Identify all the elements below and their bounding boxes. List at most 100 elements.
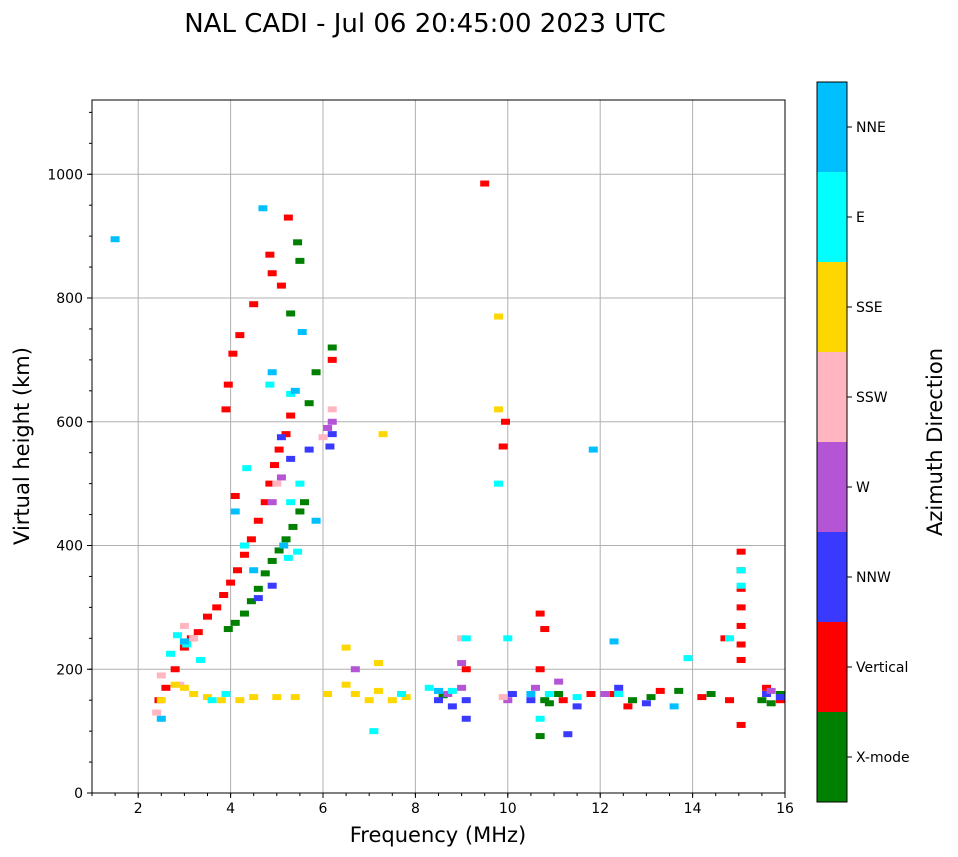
data-point bbox=[725, 635, 735, 642]
data-point bbox=[288, 523, 298, 530]
data-point bbox=[775, 694, 785, 701]
data-point bbox=[265, 251, 275, 258]
data-point bbox=[461, 697, 471, 704]
data-point bbox=[683, 655, 693, 662]
colorbar-tick-label: NNE bbox=[856, 120, 886, 136]
data-point bbox=[762, 691, 772, 697]
data-point bbox=[535, 610, 545, 617]
data-point bbox=[172, 632, 182, 639]
data-point bbox=[276, 434, 286, 441]
colorbar-segment bbox=[817, 172, 847, 262]
y-tick-label: 200 bbox=[56, 662, 83, 678]
data-point bbox=[293, 548, 303, 555]
data-point bbox=[156, 715, 166, 722]
y-tick-label: 400 bbox=[56, 539, 83, 555]
data-point bbox=[775, 697, 785, 704]
data-point bbox=[297, 329, 307, 336]
data-point bbox=[588, 446, 598, 453]
data-point bbox=[350, 691, 360, 697]
data-point bbox=[253, 595, 263, 602]
data-point bbox=[189, 635, 199, 642]
data-point bbox=[283, 554, 293, 561]
data-point bbox=[267, 557, 277, 564]
data-point bbox=[736, 604, 746, 611]
data-point bbox=[272, 694, 282, 701]
data-point bbox=[401, 694, 411, 701]
colorbar-segment bbox=[817, 622, 847, 712]
data-point bbox=[736, 582, 746, 589]
data-point bbox=[304, 400, 314, 407]
data-point bbox=[233, 567, 243, 574]
data-point bbox=[586, 691, 596, 697]
data-point bbox=[327, 418, 337, 425]
data-point bbox=[540, 626, 550, 633]
data-point bbox=[447, 687, 457, 694]
data-point bbox=[286, 310, 296, 317]
data-point bbox=[226, 579, 236, 586]
data-point bbox=[230, 508, 240, 515]
data-point bbox=[461, 635, 471, 642]
data-point bbox=[276, 282, 286, 289]
data-point bbox=[235, 332, 245, 339]
data-point bbox=[736, 622, 746, 629]
data-point bbox=[526, 691, 536, 697]
data-point bbox=[249, 567, 259, 574]
data-point bbox=[260, 570, 270, 577]
colorbar: X-mode Vertical NNW W SSW SSE E NNE bbox=[816, 81, 910, 803]
data-point bbox=[535, 715, 545, 722]
data-point bbox=[535, 666, 545, 673]
data-point bbox=[369, 728, 379, 735]
data-point bbox=[110, 236, 120, 243]
colorbar-tick-label: E bbox=[856, 210, 865, 226]
data-point bbox=[535, 733, 545, 740]
data-point bbox=[457, 660, 467, 667]
data-point bbox=[327, 406, 337, 413]
data-point bbox=[507, 691, 517, 697]
data-point bbox=[189, 691, 199, 697]
colorbar-tick-label: NNW bbox=[856, 570, 891, 586]
data-point bbox=[203, 694, 212, 701]
data-point bbox=[655, 687, 665, 694]
data-point bbox=[494, 313, 504, 320]
data-point bbox=[706, 691, 716, 697]
data-point bbox=[274, 446, 284, 453]
data-point bbox=[327, 356, 337, 363]
data-points bbox=[110, 180, 785, 740]
data-point bbox=[720, 635, 730, 642]
data-point bbox=[179, 684, 189, 691]
data-point bbox=[697, 694, 707, 701]
colorbar-segment bbox=[817, 532, 847, 622]
data-point bbox=[207, 697, 217, 704]
data-point bbox=[290, 694, 300, 701]
data-point bbox=[239, 542, 249, 549]
data-point bbox=[736, 641, 746, 648]
data-point bbox=[397, 691, 407, 697]
x-tick-label: 14 bbox=[684, 801, 702, 817]
data-point bbox=[323, 691, 333, 697]
data-point bbox=[223, 381, 233, 388]
data-point bbox=[193, 629, 203, 636]
data-point bbox=[373, 687, 383, 694]
data-point bbox=[152, 709, 162, 716]
data-point bbox=[572, 703, 582, 710]
data-point bbox=[221, 406, 231, 413]
data-point bbox=[531, 684, 541, 691]
colorbar-tick-label: SSE bbox=[856, 300, 883, 316]
data-point bbox=[230, 493, 240, 499]
data-point bbox=[267, 369, 277, 376]
data-point bbox=[327, 344, 337, 351]
data-point bbox=[286, 455, 296, 462]
data-point bbox=[279, 542, 289, 549]
data-point bbox=[766, 700, 776, 707]
colorbar-segment bbox=[817, 262, 847, 352]
data-point bbox=[674, 687, 684, 694]
y-axis-label: Virtual height (km) bbox=[10, 347, 34, 545]
y-axis: 0 200 400 600 800 1000 bbox=[47, 111, 92, 802]
grid bbox=[92, 100, 786, 794]
data-point bbox=[572, 694, 582, 701]
data-point bbox=[443, 691, 453, 697]
data-point bbox=[235, 697, 245, 704]
data-point bbox=[281, 431, 291, 438]
data-point bbox=[323, 424, 333, 431]
